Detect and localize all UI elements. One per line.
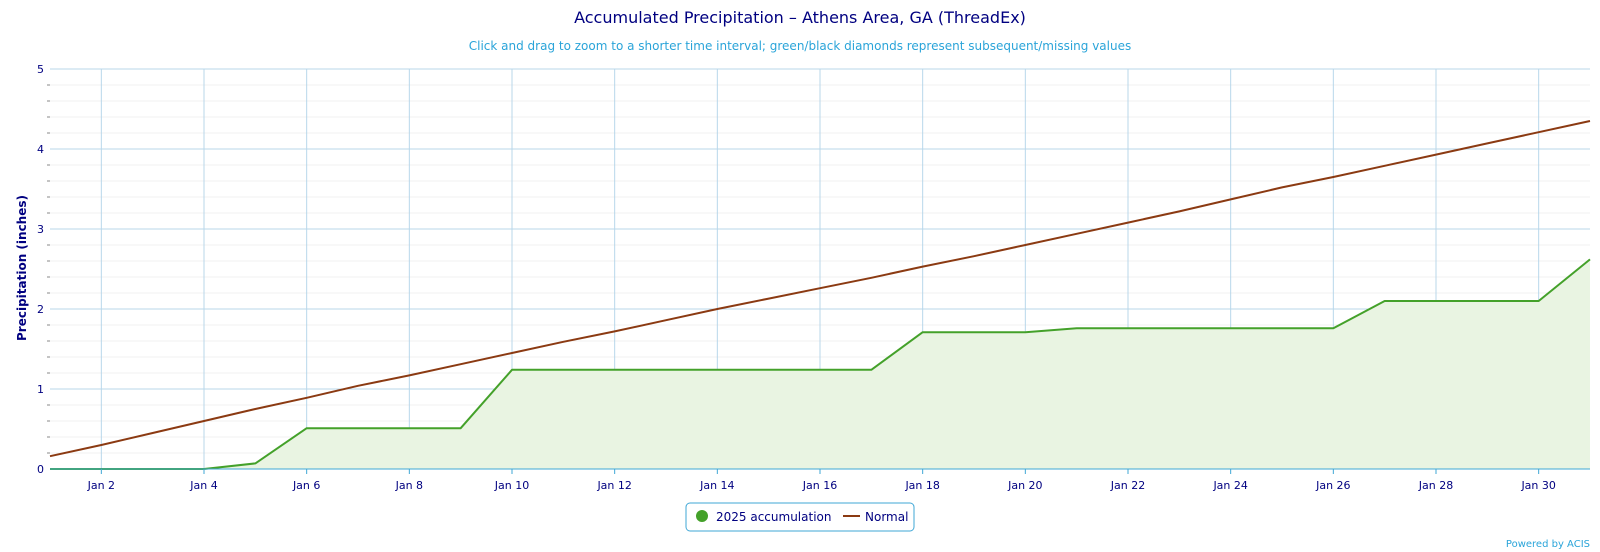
x-tick-label: Jan 24 bbox=[1212, 479, 1247, 492]
x-tick-label: Jan 6 bbox=[292, 479, 320, 492]
legend-accumulation-marker bbox=[696, 510, 708, 522]
legend-normal-label: Normal bbox=[865, 510, 908, 524]
chart-subtitle: Click and drag to zoom to a shorter time… bbox=[469, 39, 1131, 53]
x-tick-label: Jan 28 bbox=[1418, 479, 1453, 492]
legend-item-accumulation[interactable]: 2025 accumulation bbox=[696, 510, 831, 524]
y-axis-label: Precipitation (inches) bbox=[15, 195, 29, 341]
x-tick-label: Jan 30 bbox=[1520, 479, 1555, 492]
x-tick-label: Jan 2 bbox=[87, 479, 115, 492]
y-tick-label: 0 bbox=[37, 463, 44, 476]
x-tick-label: Jan 8 bbox=[395, 479, 423, 492]
x-tick-label: Jan 22 bbox=[1110, 479, 1145, 492]
x-tick-label: Jan 14 bbox=[699, 479, 734, 492]
legend: 2025 accumulation Normal bbox=[686, 503, 914, 531]
y-tick-label: 5 bbox=[37, 63, 44, 76]
y-tick-label: 3 bbox=[37, 223, 44, 236]
chart-title: Accumulated Precipitation – Athens Area,… bbox=[574, 8, 1026, 27]
x-tick-label: Jan 10 bbox=[494, 479, 529, 492]
y-tick-label: 1 bbox=[37, 383, 44, 396]
legend-accumulation-label: 2025 accumulation bbox=[716, 510, 831, 524]
x-tick-label: Jan 16 bbox=[802, 479, 837, 492]
x-tick-label: Jan 4 bbox=[189, 479, 217, 492]
x-tick-label: Jan 26 bbox=[1315, 479, 1350, 492]
x-tick-label: Jan 12 bbox=[596, 479, 631, 492]
x-tick-label: Jan 18 bbox=[904, 479, 939, 492]
credit-link[interactable]: Powered by ACIS bbox=[1506, 539, 1590, 550]
x-tick-label: Jan 20 bbox=[1007, 479, 1042, 492]
y-tick-label: 4 bbox=[37, 143, 44, 156]
y-tick-label: 2 bbox=[37, 303, 44, 316]
